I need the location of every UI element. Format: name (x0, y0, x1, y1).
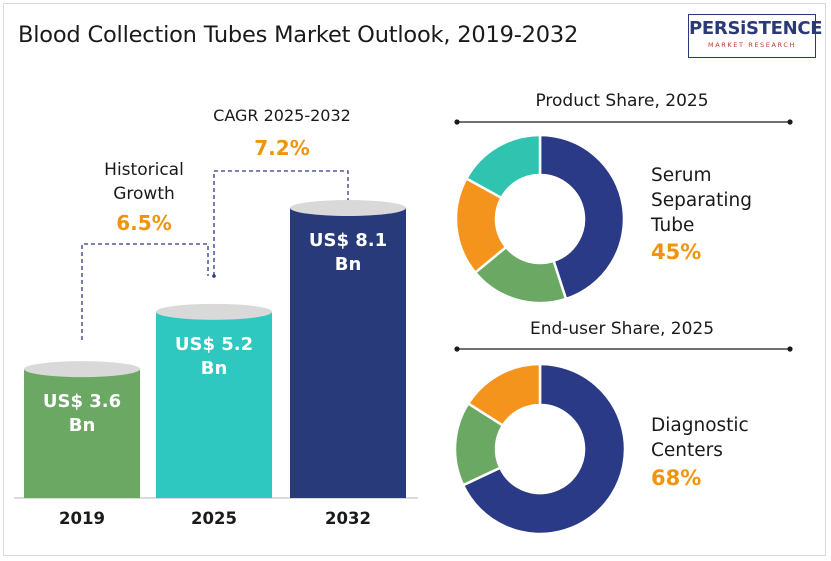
product-share-slice (538, 133, 626, 301)
x-tick-label: 2032 (325, 509, 371, 528)
enduser-highlight-value: 68% (651, 466, 701, 490)
connector-dot (212, 274, 216, 278)
brand-logo: PERSiSTENCE MARKET RESEARCH (688, 14, 823, 58)
enduser-highlight-line2: Centers (651, 440, 723, 461)
bar-value-label: US$ 5.2 (175, 334, 253, 355)
cagr-label: CAGR 2025-2032 (213, 106, 351, 125)
bar-2032 (290, 208, 406, 498)
infographic-frame (3, 3, 826, 556)
x-tick-label: 2025 (191, 509, 237, 528)
rule-dot-left (454, 346, 460, 352)
product-highlight-line1: Serum (651, 165, 711, 186)
rule-dot-right (787, 346, 793, 352)
product-highlight-value: 45% (651, 240, 701, 264)
x-tick-label: 2019 (59, 509, 105, 528)
rule-dot-left (454, 119, 460, 125)
bar-cap-2032 (290, 200, 406, 216)
bar-value-unit: Bn (69, 415, 96, 436)
cagr-value: 7.2% (254, 136, 309, 160)
bar-cap-2019 (24, 361, 140, 378)
product-highlight-line2: Separating (651, 190, 752, 211)
bar-2019 (24, 369, 140, 498)
logo-subtext: MARKET RESEARCH (708, 41, 796, 49)
historical-label-line1: Historical (104, 160, 184, 180)
bar-cap-2025 (156, 303, 272, 320)
enduser-share-slice (466, 362, 542, 428)
product-share-slice (464, 133, 542, 200)
bar-2025 (156, 311, 272, 498)
historical-connector (81, 243, 209, 340)
cagr-connector (213, 170, 349, 276)
product-highlight-line3: Tube (650, 215, 694, 236)
bar-value-label: US$ 8.1 (309, 230, 387, 251)
enduser-share-title: End-user Share, 2025 (530, 319, 714, 339)
page-title: Blood Collection Tubes Market Outlook, 2… (18, 22, 579, 48)
enduser-share-slice (461, 362, 627, 536)
product-share-title: Product Share, 2025 (535, 91, 708, 111)
historical-value: 6.5% (116, 211, 171, 235)
enduser-highlight-line1: Diagnostic (651, 415, 749, 436)
bar-value-label: US$ 3.6 (43, 391, 121, 412)
logo-text: PERSiSTENCE (689, 18, 823, 39)
bar-value-unit: Bn (335, 254, 362, 275)
historical-label-line2: Growth (113, 184, 175, 204)
rule-dot-right (787, 119, 793, 125)
bar-value-unit: Bn (201, 358, 228, 379)
